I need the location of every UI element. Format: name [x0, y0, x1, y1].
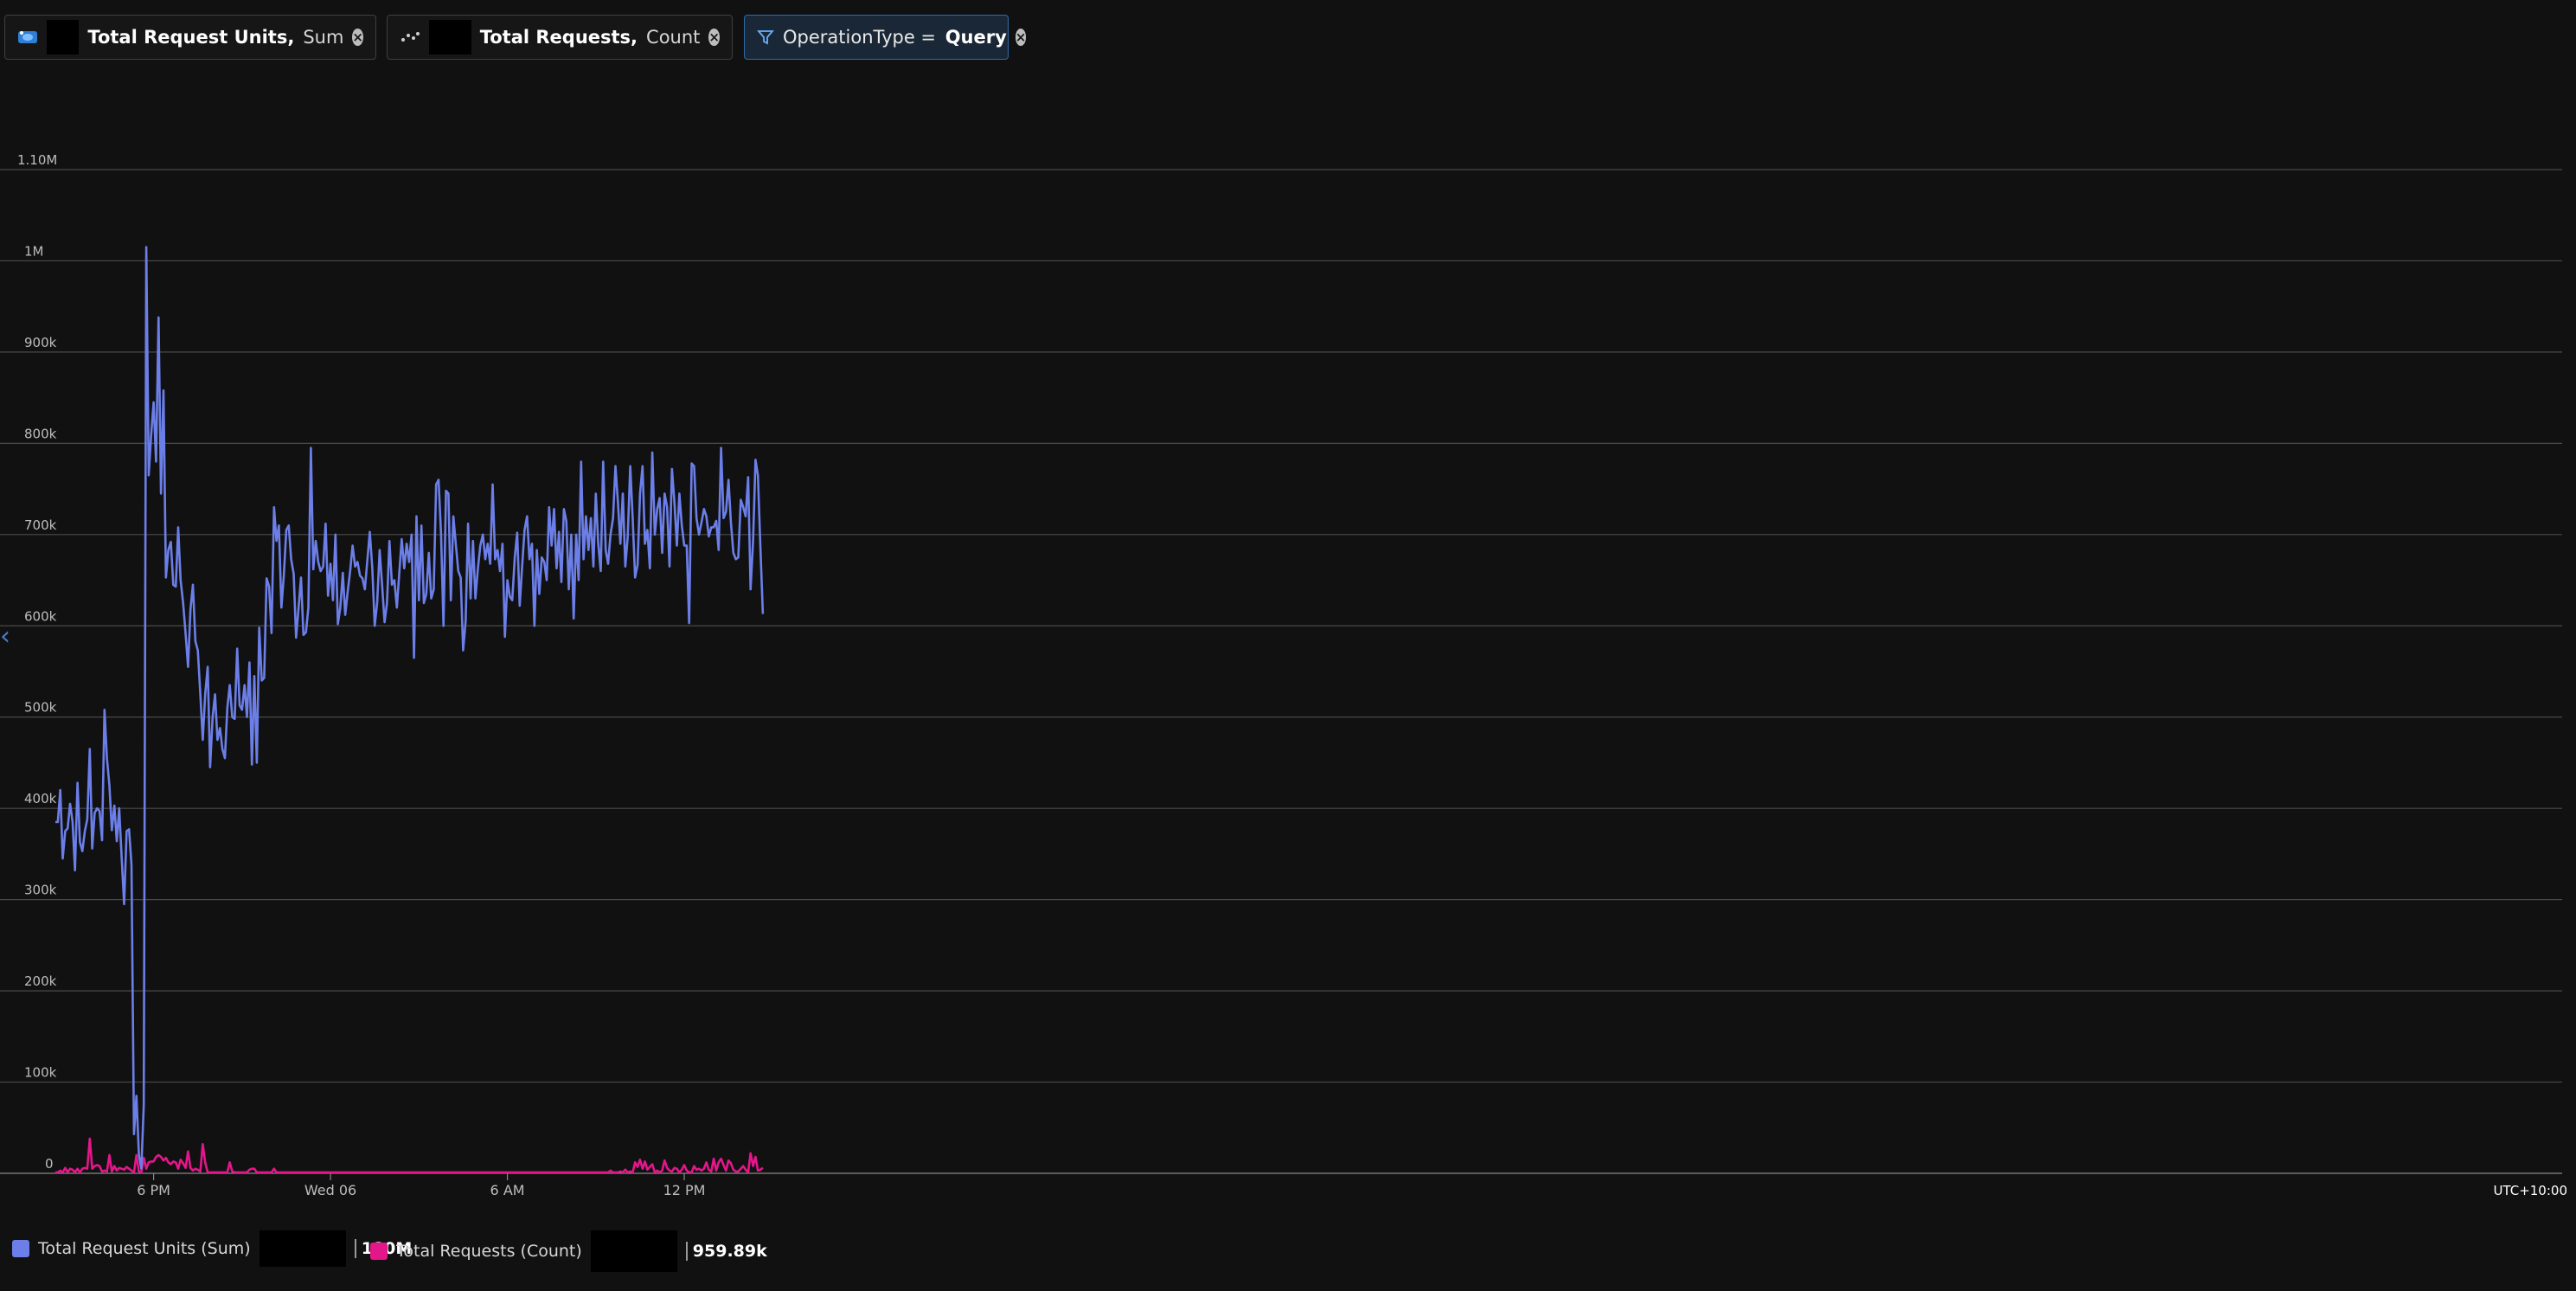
x-tick-label: 12 PM	[663, 1182, 706, 1198]
scatter-icon	[400, 28, 420, 47]
redacted-resource-name	[429, 20, 471, 55]
y-tick-label: 900k	[24, 335, 57, 350]
y-tick-label: 1M	[24, 243, 44, 259]
legend-value: 959.89k	[685, 1242, 767, 1261]
y-tick-label: 1.10M	[17, 152, 57, 168]
series-line-total-request-units	[55, 246, 765, 1170]
y-tick-label: 700k	[24, 517, 57, 533]
collapse-chevron-icon[interactable]: ‹	[0, 621, 10, 652]
y-tick-label: 100k	[24, 1065, 57, 1081]
cosmosdb-icon	[17, 28, 38, 47]
filter-icon	[757, 28, 774, 47]
x-tick-label: 6 AM	[490, 1182, 525, 1198]
y-tick-label: 0	[45, 1156, 54, 1172]
metric-name: Total Request Units,	[87, 27, 295, 48]
redacted-resource-name	[47, 20, 80, 55]
series-line-total-requests	[55, 1137, 764, 1174]
y-tick-label: 800k	[24, 426, 57, 441]
legend-item-requests[interactable]: Total Requests (Count) 959.89k	[370, 1230, 767, 1272]
redacted-resource-name	[590, 1230, 677, 1272]
filter-pill-operation-type[interactable]: OperationType = Query ×	[744, 15, 1027, 60]
y-tick-label: 300k	[24, 883, 57, 898]
filter-value: Query	[945, 27, 1007, 48]
y-tick-label: 400k	[24, 791, 57, 806]
close-icon[interactable]: ×	[708, 29, 720, 46]
close-icon[interactable]: ×	[352, 29, 363, 46]
redacted-resource-name	[259, 1230, 346, 1267]
legend-label: Total Request Units (Sum)	[38, 1239, 251, 1258]
x-tick-label: Wed 06	[304, 1182, 356, 1198]
legend-item-request-units[interactable]: Total Request Units (Sum) 180M	[12, 1230, 412, 1267]
line-chart: 0 100k 200k 300k 400k 500k 600k 700k 800k 900k 1M 1…	[0, 152, 2567, 1198]
legend-label: Total Requests (Count)	[396, 1242, 582, 1261]
y-tick-label: 500k	[24, 700, 57, 716]
metric-pill-request-units[interactable]: Total Request Units, Sum ×	[4, 15, 376, 60]
y-tick-label: 600k	[24, 608, 57, 624]
close-icon[interactable]: ×	[1015, 29, 1027, 46]
filter-prefix: OperationType =	[783, 27, 942, 48]
metric-aggregation: Count	[646, 27, 701, 48]
timezone-label: UTC+10:00	[2493, 1183, 2567, 1198]
x-tick-label: 6 PM	[137, 1182, 170, 1198]
y-tick-label: 200k	[24, 973, 57, 989]
legend-swatch	[12, 1240, 29, 1257]
metric-pill-requests[interactable]: Total Requests, Count ×	[387, 15, 733, 60]
metric-name: Total Requests,	[479, 27, 638, 48]
legend-swatch	[370, 1243, 388, 1260]
metric-aggregation: Sum	[303, 27, 344, 48]
